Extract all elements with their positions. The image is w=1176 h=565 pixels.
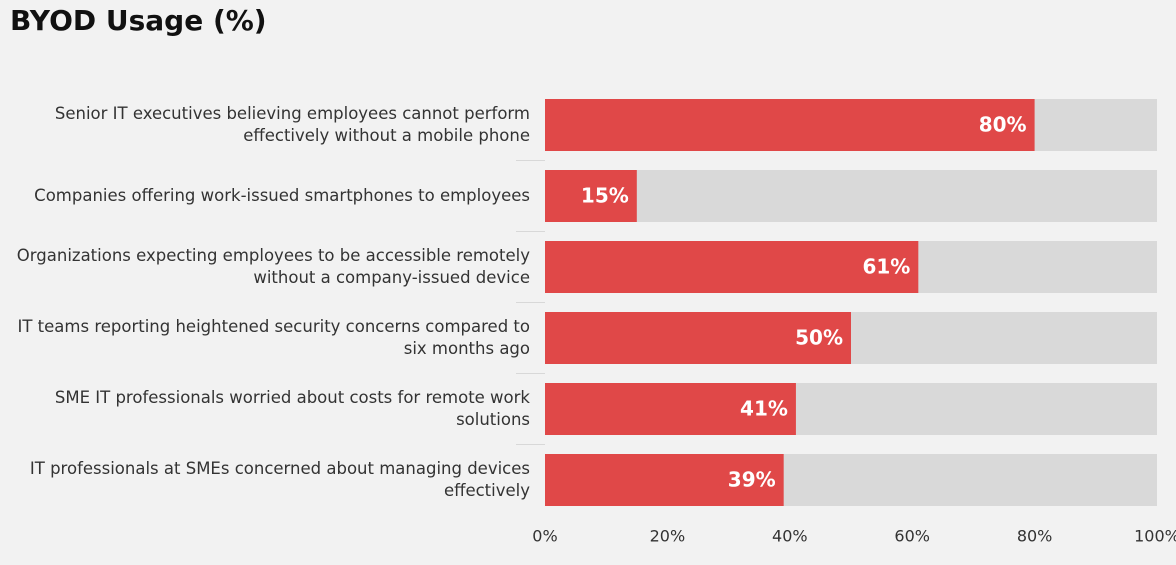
x-tick-label: 0%	[532, 527, 557, 546]
category-label: Organizations expecting employees to be …	[16, 246, 530, 287]
x-tick-label: 100%	[1134, 527, 1176, 546]
value-label: 80%	[979, 113, 1027, 137]
track	[545, 170, 1157, 222]
value-label: 15%	[581, 184, 629, 208]
bar	[545, 454, 784, 506]
bar	[545, 99, 1035, 151]
value-label: 39%	[728, 468, 776, 492]
category-label: SME IT professionals worried about costs…	[54, 388, 530, 429]
category-label: IT teams reporting heightened security c…	[17, 317, 530, 358]
value-label: 50%	[795, 326, 843, 350]
value-label: 61%	[862, 255, 910, 279]
bar	[545, 312, 851, 364]
chart-title: BYOD Usage (%)	[10, 4, 267, 37]
x-tick-label: 80%	[1017, 527, 1053, 546]
value-label: 41%	[740, 397, 788, 421]
bar	[545, 170, 637, 222]
bar	[545, 383, 796, 435]
category-label: Senior IT executives believing employees…	[54, 104, 530, 145]
x-tick-label: 40%	[772, 527, 808, 546]
category-label: Companies offering work-issued smartphon…	[34, 186, 530, 205]
x-tick-label: 20%	[650, 527, 686, 546]
category-label: IT professionals at SMEs concerned about…	[29, 459, 530, 500]
bar	[545, 241, 919, 293]
x-tick-label: 60%	[894, 527, 930, 546]
